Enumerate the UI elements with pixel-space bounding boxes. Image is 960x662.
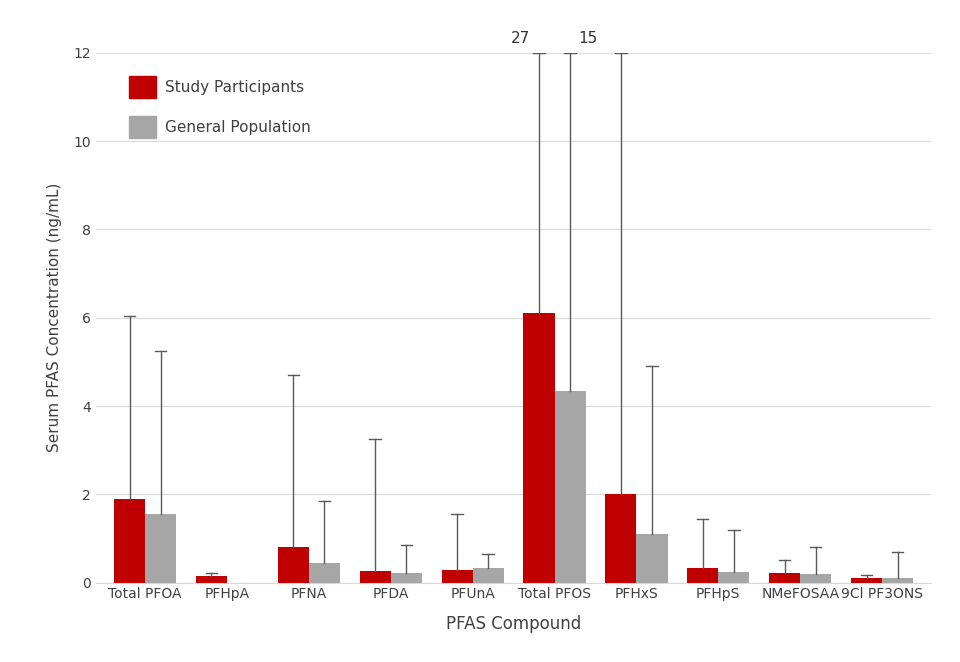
Y-axis label: Serum PFAS Concentration (ng/mL): Serum PFAS Concentration (ng/mL) xyxy=(47,183,62,452)
Bar xyxy=(769,573,801,583)
Bar xyxy=(472,569,504,583)
Bar xyxy=(360,571,391,583)
Bar xyxy=(277,547,309,583)
Bar xyxy=(882,578,913,583)
Bar xyxy=(145,514,177,583)
Text: 15: 15 xyxy=(579,31,598,46)
Bar xyxy=(309,563,340,583)
Legend: Study Participants, General Population: Study Participants, General Population xyxy=(129,77,311,138)
Bar xyxy=(851,578,882,583)
Bar xyxy=(391,573,421,583)
Bar xyxy=(442,570,472,583)
Bar xyxy=(636,534,667,583)
X-axis label: PFAS Compound: PFAS Compound xyxy=(446,615,581,634)
Bar xyxy=(687,569,718,583)
Text: 27: 27 xyxy=(512,31,531,46)
Bar xyxy=(114,498,145,583)
Bar xyxy=(718,571,750,583)
Bar xyxy=(196,576,227,583)
Bar xyxy=(801,574,831,583)
Bar xyxy=(523,313,555,583)
Bar xyxy=(606,495,636,583)
Bar xyxy=(555,391,586,583)
